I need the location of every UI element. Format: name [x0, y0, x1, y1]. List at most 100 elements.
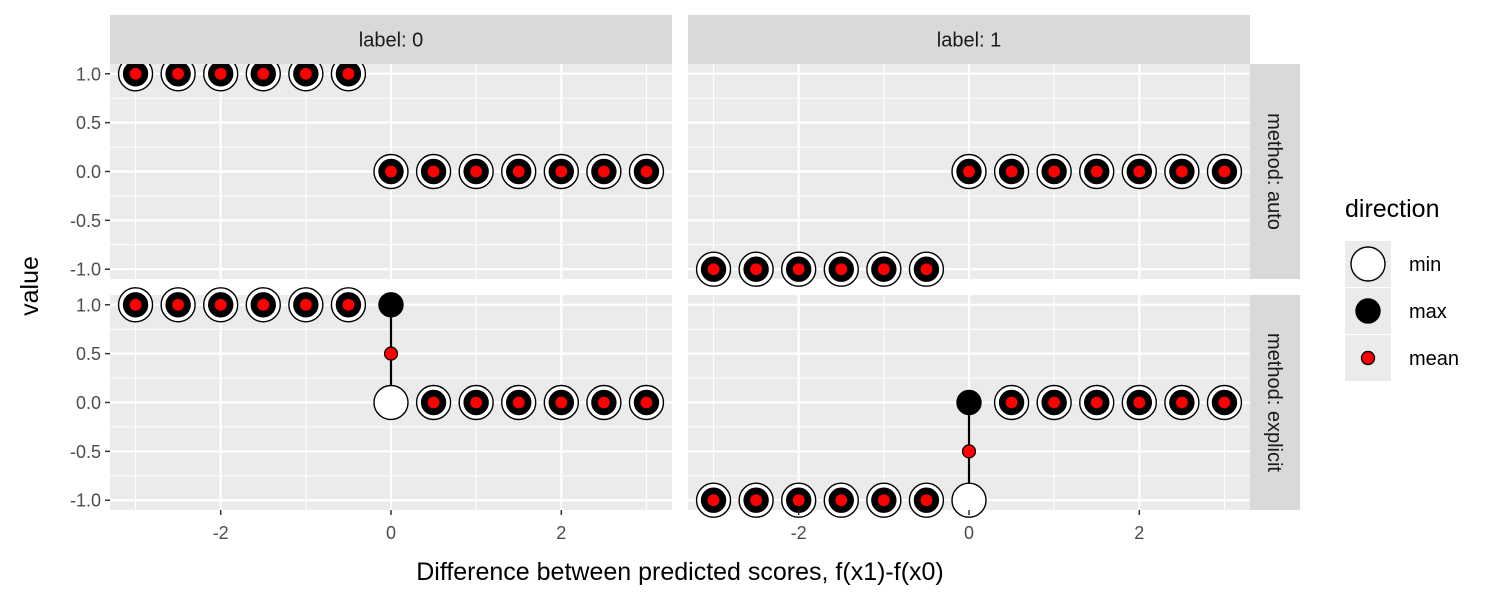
mean-point — [791, 493, 806, 508]
y-tick-label: 1.0 — [76, 64, 101, 84]
x-tick-label: -2 — [213, 523, 229, 543]
mean-point — [961, 444, 977, 459]
mean-point — [383, 346, 399, 361]
mean-point — [834, 262, 849, 277]
mean-point — [426, 395, 441, 410]
mean-point — [1174, 395, 1189, 410]
mean-point — [171, 66, 186, 81]
x-tick-label: 0 — [964, 523, 974, 543]
mean-point — [706, 262, 721, 277]
y-tick-label: 0.0 — [76, 162, 101, 182]
x-tick-label: 2 — [1134, 523, 1144, 543]
mean-point — [1047, 395, 1062, 410]
y-tick-label: 1.0 — [76, 295, 101, 315]
mean-point — [596, 164, 611, 179]
mean-point — [749, 493, 764, 508]
mean-point — [298, 297, 313, 312]
y-tick-label: -1.0 — [70, 491, 101, 511]
column-strip-background — [688, 15, 1250, 64]
mean-point — [469, 164, 484, 179]
column-strip-label: label: 1 — [937, 30, 1002, 52]
mean-point — [749, 262, 764, 277]
mean-point — [1089, 164, 1104, 179]
mean-point — [383, 164, 399, 179]
mean-point — [213, 66, 228, 81]
mean-point — [1217, 395, 1232, 410]
mean-point — [1004, 164, 1019, 179]
y-tick-label: 0.5 — [76, 113, 101, 133]
mean-point — [876, 493, 891, 508]
column-strip-background — [110, 15, 672, 64]
mean-point — [341, 66, 356, 81]
facet-strips: label: 0 label: 1 method: auto method: expl… — [110, 15, 1300, 510]
mean-point — [1132, 395, 1147, 410]
y-tick-label: 0.0 — [76, 393, 101, 413]
mean-point — [706, 493, 721, 508]
min-point — [373, 384, 409, 421]
mean-point — [256, 297, 271, 312]
mean-point — [639, 164, 654, 179]
mean-point — [128, 297, 143, 312]
mean-point — [876, 262, 891, 277]
panel-0-1 — [110, 287, 672, 510]
axes-layer: -1.0 -0.5 0.0 0.5 1.0 -1.0 -0.5 0.0 0.5 1.0 -2 0 2 -2… — [70, 64, 1144, 543]
x-axis-title: Difference between predicted scores, f(x… — [416, 558, 944, 586]
mean-point — [256, 66, 271, 81]
mean-point — [554, 395, 569, 410]
data-points — [117, 287, 665, 421]
mean-point — [469, 395, 484, 410]
legend-key-min — [1350, 246, 1386, 282]
legend-key-max — [1355, 298, 1381, 324]
mean-point — [426, 164, 441, 179]
mean-point — [511, 164, 526, 179]
y-tick-label: -0.5 — [70, 211, 101, 231]
mean-point — [834, 493, 849, 508]
panel-0-0 — [110, 56, 672, 279]
y-tick-label: 0.5 — [76, 344, 101, 364]
mean-point — [596, 395, 611, 410]
mean-point — [128, 66, 143, 81]
mean-point — [1174, 164, 1189, 179]
legend-label-min: min — [1409, 254, 1441, 276]
mean-point — [171, 297, 186, 312]
column-strip-label: label: 0 — [359, 30, 424, 52]
data-points — [695, 153, 1243, 287]
mean-point — [554, 164, 569, 179]
row-strip-background — [1250, 64, 1300, 279]
data-points — [117, 56, 665, 190]
max-point — [378, 292, 404, 318]
mean-point — [298, 66, 313, 81]
row-strip-label: method: auto — [1263, 113, 1285, 230]
mean-point — [919, 493, 934, 508]
mean-point — [1047, 164, 1062, 179]
mean-point — [919, 262, 934, 277]
mean-point — [1132, 164, 1147, 179]
legend-title: direction — [1345, 195, 1440, 223]
y-tick-label: -0.5 — [70, 442, 101, 462]
mean-point — [1089, 395, 1104, 410]
legend-entries: min max mean — [1345, 241, 1459, 381]
mean-point — [791, 262, 806, 277]
legend-key-mean — [1360, 350, 1376, 366]
max-point — [956, 389, 982, 416]
min-point — [951, 482, 987, 518]
data-points — [695, 384, 1243, 518]
x-tick-label: 2 — [556, 523, 566, 543]
mean-point — [1004, 395, 1019, 410]
panel-1-0 — [688, 64, 1250, 287]
panels-layer — [110, 56, 1250, 518]
y-tick-label: -1.0 — [70, 260, 101, 280]
mean-point — [961, 164, 977, 179]
x-tick-label: 0 — [386, 523, 396, 543]
mean-point — [1217, 164, 1232, 179]
x-tick-label: -2 — [791, 523, 807, 543]
panel-1-1 — [688, 295, 1250, 518]
mean-point — [341, 297, 356, 312]
mean-point — [511, 395, 526, 410]
y-axis-title: value — [16, 256, 44, 316]
mean-point — [213, 297, 228, 312]
legend-label-mean: mean — [1409, 348, 1459, 370]
row-strip-background — [1250, 295, 1300, 510]
row-strip-label: method: explicit — [1263, 333, 1285, 472]
